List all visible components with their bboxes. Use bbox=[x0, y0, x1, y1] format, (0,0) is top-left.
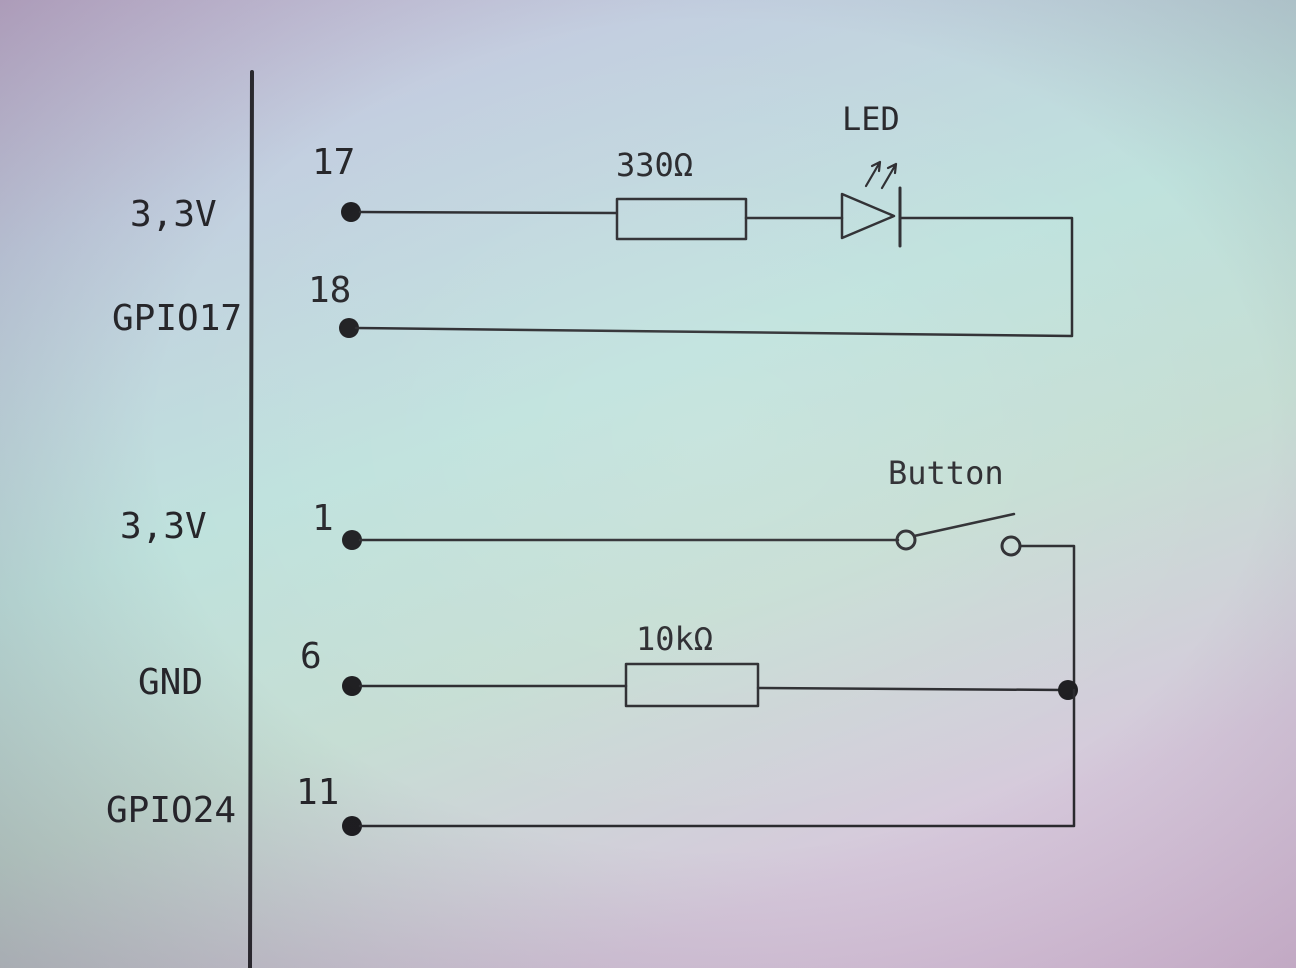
signal-label-pin18: GPIO17 bbox=[112, 298, 242, 339]
button-contact-right bbox=[1000, 535, 1022, 557]
pin-number-18: 18 bbox=[308, 270, 351, 311]
wire-pin17-to-resistor bbox=[358, 210, 618, 215]
led-emission-arrow-icon bbox=[864, 160, 882, 188]
signal-label-pin6: GND bbox=[138, 662, 203, 703]
signal-label-pin17: 3,3V bbox=[130, 194, 217, 235]
wire-led-return-to-pin18 bbox=[354, 216, 1074, 338]
pin-pad-18 bbox=[339, 318, 359, 338]
signal-label-pin1: 3,3V bbox=[120, 506, 207, 547]
resistor-330-ohm bbox=[615, 197, 748, 241]
wire-resistor-to-junction bbox=[756, 686, 1066, 692]
pin-pad-1 bbox=[342, 530, 362, 550]
resistor-10k-label: 10kΩ bbox=[636, 620, 713, 658]
wire-button-to-junction bbox=[1018, 544, 1076, 692]
pin-number-6: 6 bbox=[300, 636, 322, 677]
pin-number-11: 11 bbox=[296, 772, 339, 813]
header-divider-line bbox=[248, 70, 254, 968]
signal-label-pin11: GPIO24 bbox=[106, 790, 236, 831]
led-emission-arrow-icon bbox=[880, 162, 898, 190]
button-lever bbox=[912, 512, 1016, 538]
button-contact-left bbox=[895, 529, 917, 551]
pin-number-1: 1 bbox=[312, 498, 334, 539]
resistor-330-label: 330Ω bbox=[616, 146, 693, 184]
pin-pad-17 bbox=[341, 202, 361, 222]
wire-junction-to-pin11 bbox=[358, 688, 1076, 828]
led-label: LED bbox=[842, 100, 900, 138]
button-label: Button bbox=[888, 454, 1004, 492]
pin-pad-11 bbox=[342, 816, 362, 836]
pin-number-17: 17 bbox=[312, 142, 355, 183]
led-diode-triangle bbox=[840, 192, 896, 240]
resistor-10k-ohm bbox=[624, 662, 760, 708]
pin-pad-6 bbox=[342, 676, 362, 696]
